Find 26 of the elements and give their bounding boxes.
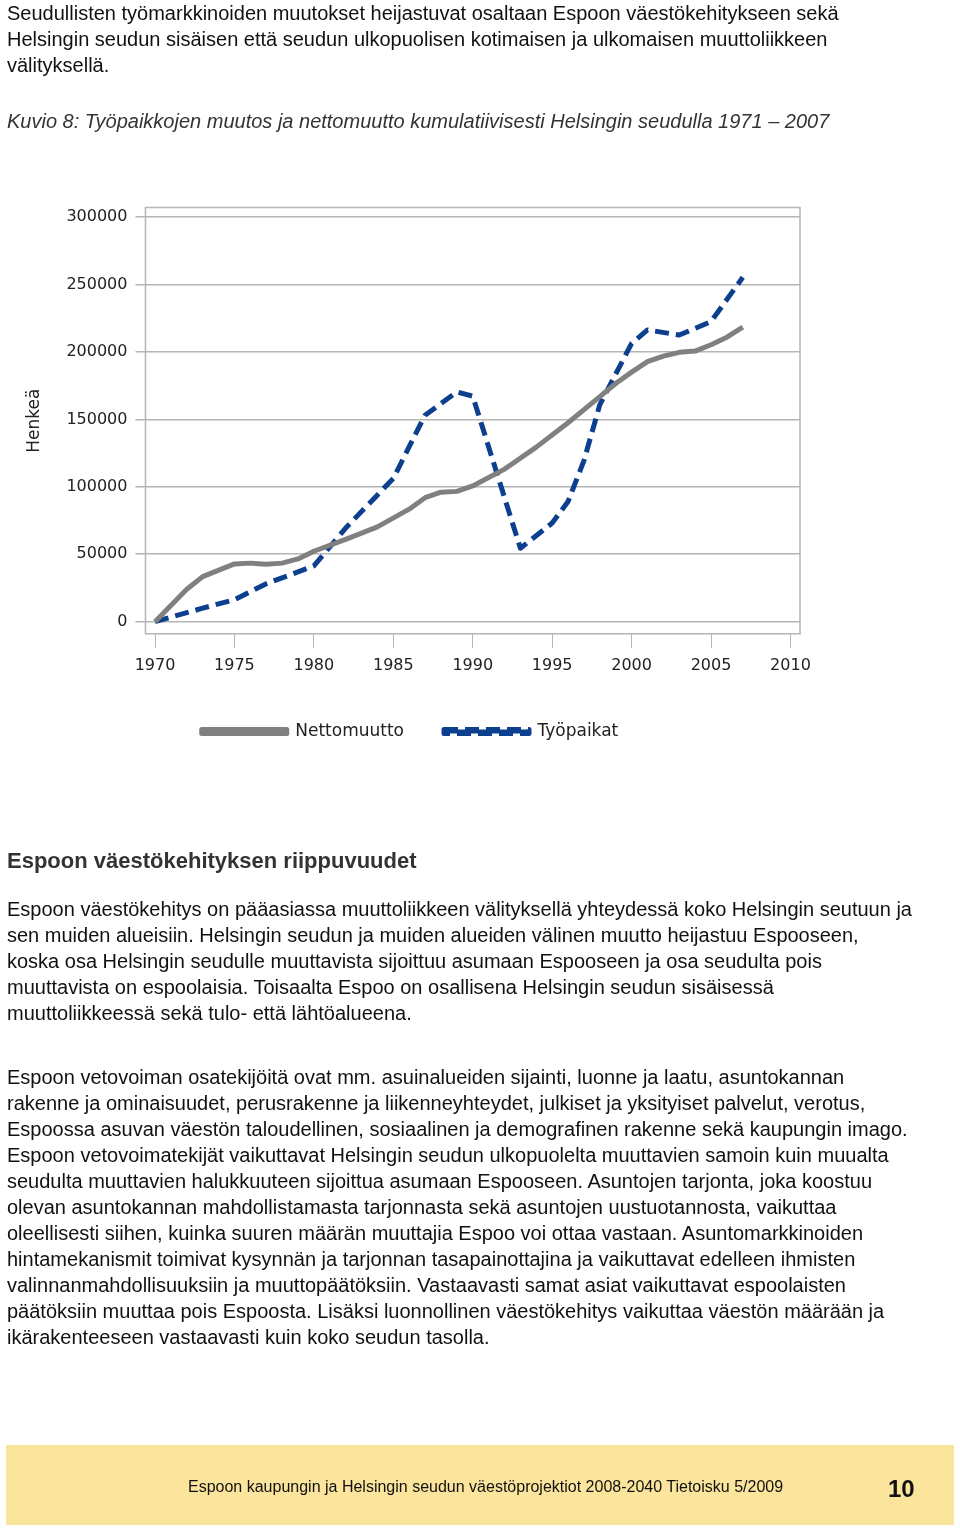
text: Espoon vetovoiman osatekijöitä ovat mm. asuinalueiden sijainti, luonne ja laatu, asuntokannan rakenne ja ominaisuudet, perusrakenne ja liikenneyhteydet, julkiset ja yksityiset palvelut, verotus, Espoossa asuvan väestön taloudellinen, sosiaalinen ja demografinen rakenne sekä kaupungin imago. Espoon vetovoimatekijät vaikuttavat Helsingin seudun ulkopuolelta muuttavien samoin kuin muualta seudulta muuttavien halukkuuteen sijoittua asumaan Espooseen. Asuntojen tarjonta, joka koostuu olevan asuntokannan mahdollistamasta tarjonnasta sekä asuntojen uustuotannosta, vaikuttaa oleellisesti siihen, kuinka suuren määrän muuttajia Espoo voi ottaa vastaan. Asuntomarkkinoiden hintamekanismit toimivat kysynnän ja tarjonnan tasapainottajina ja vaikuttavat edelleen ihmisten valinnanmahdollisuuksiin ja muuttopäätöksiin. Vastaavasti samat asiat vaikuttavat espoolaisten päätöksiin muuttaa pois Espoosta. Lisäksi luonnollinen väestökehitys vaikuttaa väestön määrään ja ikärakenteeseen vastaavasti kuin koko seudun tasolla. [7, 1066, 908, 1348]
y-tick-label: 200000 [66, 341, 128, 361]
x-tick-label: 1980 [293, 654, 335, 674]
x-tick-label: 1995 [531, 654, 573, 674]
x-tick-label: 2010 [770, 654, 811, 674]
y-tick-label: 250000 [66, 273, 128, 293]
text: 10 [888, 1475, 915, 1503]
legend-label: Nettomuutto [295, 719, 404, 740]
x-tick-label: 1970 [134, 654, 176, 674]
legend-label: Työpaikat [536, 719, 619, 740]
y-tick-label: 300000 [66, 206, 128, 226]
chart-title: Kuvio 8: Työpaikkojen muutos ja nettomuutto kumulatiivisesti Helsingin seudulla 1971 – 2007 [7, 109, 831, 134]
text: Espoon väestökehityksen riippuvuudet [7, 848, 418, 874]
x-tick-label: 2000 [611, 654, 652, 674]
x-tick-label: 1985 [372, 654, 414, 674]
y-tick-label: 150000 [66, 408, 128, 428]
y-tick-label: 50000 [76, 543, 128, 563]
y-tick-label: 100000 [66, 475, 128, 495]
x-tick-label: 1975 [214, 654, 255, 674]
x-tick-label: 2005 [690, 654, 732, 674]
y-axis-title: Henkeä [22, 388, 43, 453]
y-tick-label: 0 [117, 610, 128, 630]
text: Espoon kaupungin ja Helsingin seudun väestöprojektiot 2008-2040 Tietoisku 5/2009 [188, 1478, 784, 1496]
text: Espoon väestökehitys on pääasiassa muuttoliikkeen välityksellä yhteydessä koko Helsingin seutuun ja sen muiden alueisiin. Helsingin seudun ja muiden alueiden välinen muutto heijastuu Espooseen, koska osa Helsingin seudulle muuttavista sijoittuu asumaan Espooseen ja osa seudulta pois muuttavista on espoolaisia. Toisaalta Espoo on osallisena Helsingin seudun sisäisessä muuttoliikkeessä sekä tulo- että lähtöalueena. [7, 897, 912, 1026]
text: Seudullisten työmarkkinoiden muutokset heijastuvat osaltaan Espoon väestökehitykseen sekä Helsingin seudun sisäisen että seudun ulkopuolisen kotimaisen ja ulkomaisen muuttoliikkeen välityksellä. [7, 1, 840, 78]
x-tick-label: 1990 [452, 654, 494, 674]
